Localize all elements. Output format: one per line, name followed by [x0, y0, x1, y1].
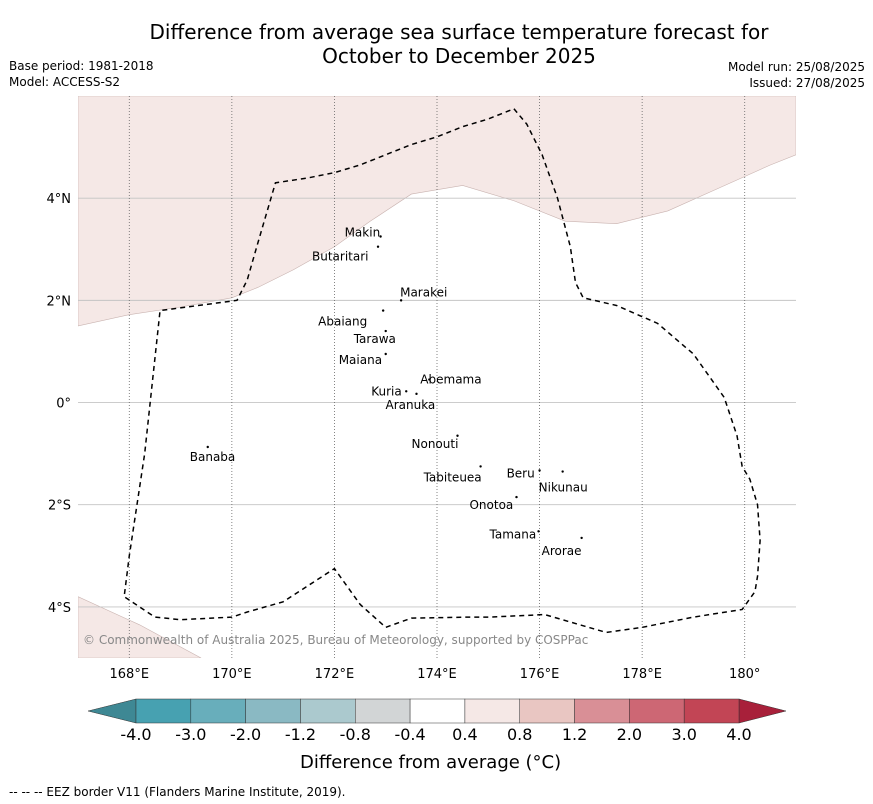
model-text: Model: ACCESS-S2 — [9, 75, 121, 89]
base-period-text: Base period: 1981-2018 — [9, 59, 154, 73]
colorbar-tick-label: 2.0 — [617, 725, 642, 744]
island-marker-abemama — [428, 378, 431, 381]
lon-tick-label: 178°E — [622, 667, 662, 682]
island-marker-tamana — [537, 530, 540, 533]
lon-tick-label: 176°E — [520, 667, 560, 682]
island-label-beru: Beru — [507, 466, 535, 480]
island-label-tarawa: Tarawa — [353, 332, 396, 346]
anomaly-region-2 — [78, 596, 202, 658]
colorbar-title: Difference from average (°C) — [300, 752, 562, 773]
map-area: Makin Butaritari Marakei Abaiang Tarawa Maian… — [47, 96, 796, 682]
island-marker-tabiteuea — [479, 465, 482, 468]
eez-border-line — [123, 108, 761, 634]
island-label-arorae: Arorae — [542, 544, 582, 558]
lon-tick-label: 180° — [729, 667, 760, 682]
colorbar-bin — [629, 698, 685, 724]
map-figure: Makin Butaritari Marakei Abaiang Tarawa Maian… — [47, 96, 796, 744]
island-marker-onotoa — [515, 495, 518, 499]
colorbar-bin — [683, 698, 740, 724]
island-label-tamana: Tamana — [489, 527, 537, 541]
island-marker-kuria — [405, 390, 408, 393]
colorbar-tick-label: 1.2 — [562, 725, 587, 744]
island-label-banaba: Banaba — [190, 450, 236, 464]
colorbar-bin — [135, 698, 192, 724]
model-run-text: Model run: 25/08/2025 — [727, 60, 865, 74]
colorbar-bin — [519, 698, 575, 724]
map-inner: Makin Butaritari Marakei Abaiang Tarawa Maian… — [78, 96, 796, 658]
island-marker-makin — [379, 235, 382, 238]
title-line-2: October to December 2025 — [322, 44, 596, 68]
island-label-abemama: Abemama — [420, 373, 481, 387]
island-marker-aranuka — [415, 392, 418, 396]
island-label-aranuka: Aranuka — [385, 398, 435, 412]
meta-left: Base period: 1981-2018 Model: ACCESS-S2 — [9, 58, 154, 90]
island-label-nonouti: Nonouti — [412, 437, 459, 451]
lat-tick-label: 2°S — [48, 499, 71, 514]
island-label-kuria: Kuria — [371, 384, 402, 398]
island-marker-butaritari — [376, 245, 380, 248]
island-label-marakei: Marakei — [400, 285, 447, 299]
colorbar-bin — [409, 698, 466, 724]
island-marker-arorae — [580, 536, 583, 540]
issued-text: Issued: 27/08/2025 — [749, 76, 865, 90]
lon-tick-label: 168°E — [110, 667, 150, 682]
island-marker-nonouti — [456, 434, 459, 437]
island-marker-abaiang — [381, 309, 385, 312]
eez-footnote: -- -- -- EEZ border V11 (Flanders Marine… — [9, 785, 346, 799]
lat-tick-label: 4°N — [47, 192, 72, 207]
colorbar-bin — [574, 698, 630, 724]
island-marker-maiana — [384, 352, 387, 356]
colorbar-bin — [464, 698, 520, 724]
island-label-onotoa: Onotoa — [469, 498, 513, 512]
lat-tick-label: 4°S — [48, 601, 71, 616]
island-label-maiana: Maiana — [339, 353, 382, 367]
colorbar-tick-label: -3.0 — [175, 725, 206, 744]
colorbar-tick-label: -2.0 — [230, 725, 261, 744]
meta-right: Model run: 25/08/2025 Issued: 27/08/2025 — [728, 59, 865, 91]
island-label-abaiang: Abaiang — [318, 315, 367, 329]
colorbar-tick-label: -1.2 — [285, 725, 316, 744]
colorbar-tick-label: 3.0 — [671, 725, 696, 744]
title-line-1: Difference from average sea surface temp… — [149, 20, 769, 44]
island-label-butaritari: Butaritari — [312, 250, 369, 264]
colorbar-tick-label: 0.8 — [507, 725, 532, 744]
island-label-tabiteuea: Tabiteuea — [423, 470, 482, 484]
colorbar-tick-label: 0.4 — [452, 725, 477, 744]
island-label-nikunau: Nikunau — [539, 481, 588, 495]
colorbar-bin — [300, 698, 356, 724]
lon-tick-label: 170°E — [212, 667, 252, 682]
colorbar-under-arrow — [87, 698, 137, 724]
colorbar-tick-label: -4.0 — [120, 725, 151, 744]
lat-tick-label: 2°N — [47, 294, 72, 309]
colorbar-bin — [355, 698, 411, 724]
lon-tick-label: 174°E — [417, 667, 457, 682]
copyright-text: © Commonwealth of Australia 2025, Bureau… — [83, 633, 588, 647]
island-marker-tarawa — [384, 329, 387, 333]
island-marker-beru — [538, 469, 541, 472]
chart-title: Difference from average sea surface temp… — [0, 20, 873, 68]
colorbar-tick-label: 4.0 — [726, 725, 751, 744]
colorbar-over-arrow — [738, 698, 787, 724]
anomaly-region-1 — [78, 96, 796, 327]
island-marker-nikunau — [561, 470, 564, 473]
colorbar: -4.0 -3.0 -2.0 -1.2 -0.8 -0.4 0.4 0.8 1.2 2.0 3.0 4… — [87, 698, 787, 744]
island-label-makin: Makin — [345, 226, 381, 240]
lon-tick-label: 172°E — [315, 667, 355, 682]
island-marker-banaba — [206, 445, 209, 449]
island-marker-marakei — [399, 299, 403, 302]
colorbar-tick-label: -0.4 — [394, 725, 425, 744]
colorbar-bin — [245, 698, 301, 724]
colorbar-tick-label: -0.8 — [340, 725, 371, 744]
lat-tick-label: 0° — [56, 397, 71, 412]
colorbar-bin — [190, 698, 246, 724]
